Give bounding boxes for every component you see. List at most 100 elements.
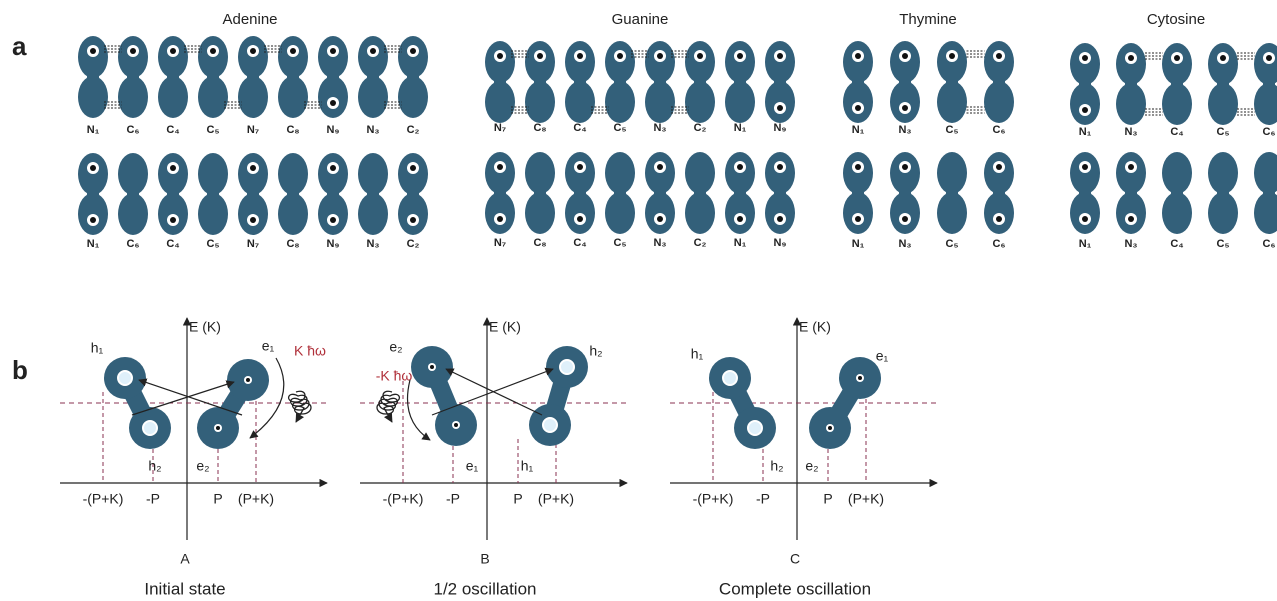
orbital-waist — [1263, 187, 1275, 199]
electron — [996, 53, 1002, 59]
electron — [855, 53, 861, 59]
photon-arrow — [408, 380, 431, 440]
atom-label: C₂ — [407, 124, 420, 136]
particle-label: e₂ — [805, 458, 818, 474]
diagram-caption: 1/2 oscillation — [433, 579, 536, 598]
electron — [1128, 55, 1134, 61]
hole — [543, 418, 557, 432]
atom-label: N₁ — [852, 238, 865, 250]
orbital-waist — [734, 187, 746, 199]
atom-label: N₃ — [898, 124, 911, 136]
orbital-waist — [774, 76, 786, 88]
orbital-waist — [654, 187, 666, 199]
orbital-waist — [1263, 78, 1275, 90]
atom-label: C₈ — [533, 237, 546, 249]
orbital-waist — [574, 76, 586, 88]
atom-label: C₂ — [694, 122, 707, 134]
orbital-waist — [852, 187, 864, 199]
orbital-waist — [207, 71, 219, 83]
orbital-waist — [207, 188, 219, 200]
particle-label: h₁ — [521, 458, 534, 474]
electron — [777, 216, 783, 222]
electron — [1266, 55, 1272, 61]
electron — [216, 426, 220, 430]
orbital-waist — [694, 76, 706, 88]
atom-label: C₅ — [1217, 126, 1230, 138]
particle-label: e₂ — [389, 339, 402, 355]
electron — [90, 165, 96, 171]
atom-label: C₅ — [207, 124, 220, 136]
electron — [697, 53, 703, 59]
photon-label: K ħω — [294, 343, 326, 359]
electron — [410, 48, 416, 54]
electron — [855, 105, 861, 111]
atom-label: N₁ — [734, 122, 747, 134]
electron — [250, 217, 256, 223]
atom-label: C₅ — [946, 124, 959, 136]
tick-label: -P — [756, 491, 770, 507]
atom-label: C₂ — [694, 237, 707, 249]
electron — [1082, 107, 1088, 113]
electron — [370, 48, 376, 54]
diagram-letter: A — [180, 551, 190, 567]
atom-label: C₅ — [614, 122, 627, 134]
electron — [1174, 55, 1180, 61]
orbital-waist — [127, 71, 139, 83]
orbital-waist — [614, 187, 626, 199]
tick-label: -(P+K) — [83, 491, 124, 507]
orbital-waist — [899, 76, 911, 88]
electron — [130, 48, 136, 54]
orbital-waist — [167, 71, 179, 83]
hole — [748, 421, 762, 435]
atom-label: C₆ — [127, 238, 140, 250]
electron — [497, 216, 503, 222]
orbital-waist — [1217, 187, 1229, 199]
electron — [410, 165, 416, 171]
atom-label: N₃ — [653, 122, 666, 134]
particle-label: h₂ — [148, 458, 161, 474]
diagram-caption: Initial state — [144, 579, 225, 598]
orbital-waist — [614, 76, 626, 88]
orbital-waist — [287, 188, 299, 200]
particle-label: e₁ — [262, 338, 275, 354]
tick-label: (P+K) — [538, 491, 574, 507]
electron — [577, 53, 583, 59]
electron — [949, 53, 955, 59]
orbital-waist — [494, 187, 506, 199]
electron — [902, 216, 908, 222]
hole — [723, 371, 737, 385]
electron — [996, 216, 1002, 222]
electron — [657, 216, 663, 222]
electron — [170, 165, 176, 171]
orbital-waist — [852, 76, 864, 88]
orbital-waist — [87, 188, 99, 200]
atom-label: C₅ — [946, 238, 959, 250]
orbital-waist — [494, 76, 506, 88]
atom-label: C₆ — [1263, 238, 1276, 250]
electron — [250, 165, 256, 171]
panel-label: a — [12, 31, 27, 61]
tick-label: -P — [446, 491, 460, 507]
axis-label: E (K) — [189, 319, 221, 335]
orbital-waist — [327, 188, 339, 200]
hole — [560, 360, 574, 374]
group-title: Guanine — [612, 11, 669, 28]
atom-label: C₆ — [993, 238, 1006, 250]
particle-label: e₁ — [466, 458, 479, 474]
orbital-waist — [327, 71, 339, 83]
hole — [118, 371, 132, 385]
atom-label: N₁ — [87, 124, 100, 136]
diagram-caption: Complete oscillation — [719, 579, 871, 598]
atom-label: N₁ — [852, 124, 865, 136]
orbital-waist — [1217, 78, 1229, 90]
orbital-waist — [993, 76, 1005, 88]
atom-label: N₃ — [1124, 238, 1137, 250]
orbital-waist — [574, 187, 586, 199]
electron — [902, 53, 908, 59]
electron — [250, 48, 256, 54]
particle-label: h₂ — [589, 343, 602, 359]
orbital-waist — [407, 188, 419, 200]
orbital-waist — [654, 76, 666, 88]
electron — [855, 216, 861, 222]
tick-label: -(P+K) — [693, 491, 734, 507]
